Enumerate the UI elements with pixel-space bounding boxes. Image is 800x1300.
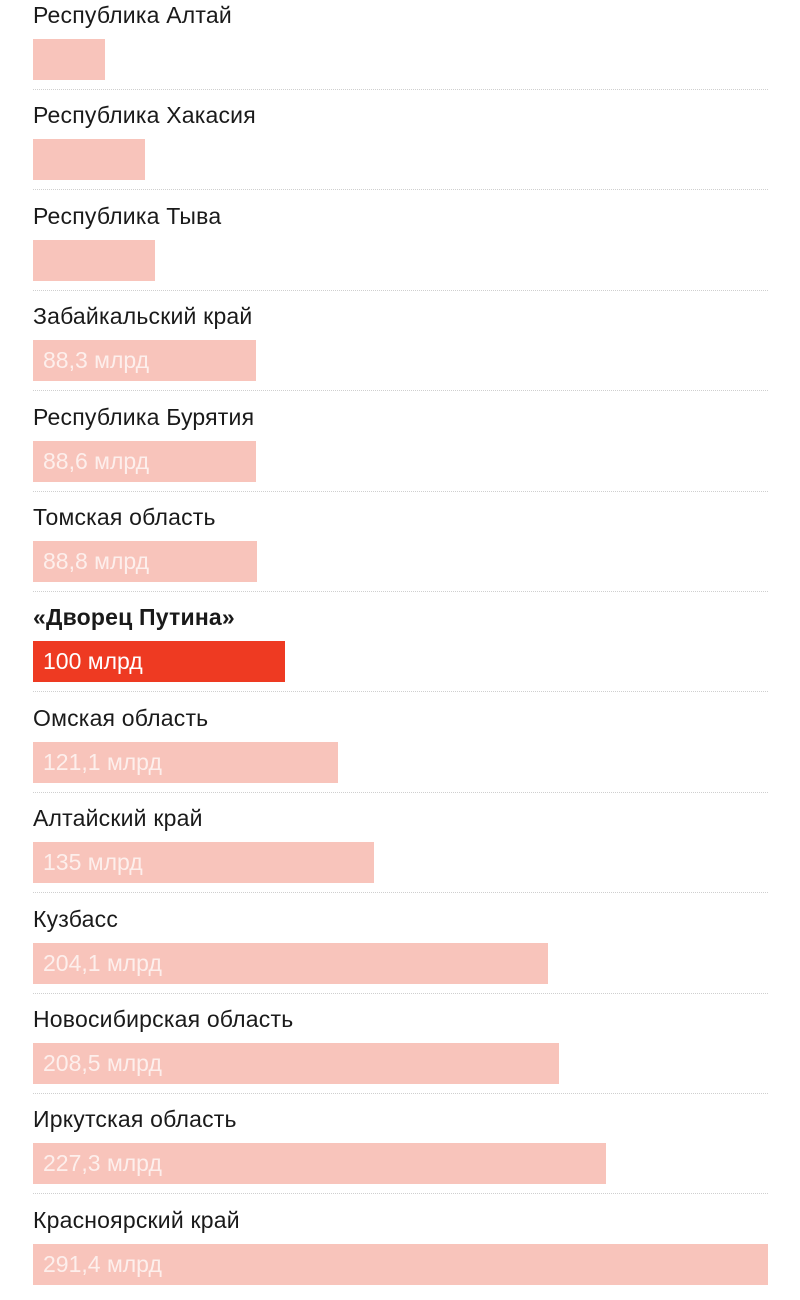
- bar-value-label: 291,4 млрд: [43, 1250, 162, 1277]
- bar: 227,3 млрд: [33, 1143, 606, 1185]
- bar: 135 млрд: [33, 842, 374, 884]
- category-label: Республика Алтай: [33, 2, 232, 28]
- bar-value-label: 208,5 млрд: [43, 1050, 162, 1076]
- category-label: Красноярский край: [33, 1206, 240, 1233]
- chart-row: Республика Хакасия: [33, 94, 768, 194]
- category-label: Новосибирская область: [33, 1006, 294, 1032]
- bar: 121,1 млрд: [33, 741, 338, 783]
- bar-value-label: 88,8 млрд: [43, 548, 150, 574]
- bar-value-label: 88,3 млрд: [43, 347, 150, 374]
- chart-row: Томская область 88,8 млрд: [33, 496, 768, 596]
- category-label: Кузбасс: [33, 905, 119, 932]
- category-label: Республика Тыва: [33, 202, 222, 229]
- bar-value-label: 100 млрд: [43, 648, 143, 675]
- category-label: «Дворец Путина»: [33, 604, 235, 631]
- chart-row: Красноярский край 291,4 млрд: [33, 1199, 768, 1299]
- category-label: Республика Хакасия: [33, 102, 256, 129]
- chart-row: Республика Тыва: [33, 195, 768, 295]
- bar-value-label: 121,1 млрд: [43, 748, 162, 775]
- category-label: Республика Бурятия: [33, 403, 255, 430]
- category-label: Забайкальский край: [33, 303, 253, 330]
- bar: 88,6 млрд: [33, 440, 256, 482]
- bar-value-label: 135 млрд: [43, 849, 143, 876]
- row-divider: [33, 189, 768, 191]
- bar: 208,5 млрд: [33, 1043, 559, 1084]
- row-divider: [33, 1193, 768, 1195]
- row-divider: [33, 892, 768, 894]
- category-label: Алтайский край: [33, 805, 203, 832]
- row-divider: [33, 390, 768, 392]
- bar: 204,1 млрд: [33, 942, 548, 984]
- chart-row: «Дворец Путина» 100 млрд: [33, 596, 768, 696]
- chart-row: Омская область 121,1 млрд: [33, 697, 768, 797]
- category-label: Томская область: [33, 504, 216, 530]
- bar-value-label: 204,1 млрд: [43, 949, 162, 976]
- row-divider: [33, 289, 768, 291]
- row-divider: [33, 490, 768, 492]
- chart-row: Республика Бурятия 88,6 млрд: [33, 396, 768, 496]
- bar: 291,4 млрд: [33, 1243, 768, 1285]
- bar-value-label: 227,3 млрд: [43, 1150, 162, 1177]
- row-divider: [33, 992, 768, 994]
- row-divider: [33, 791, 768, 793]
- highlight-bar: 100 млрд: [33, 641, 285, 683]
- row-divider: [33, 1093, 768, 1094]
- bar: 88,3 млрд: [33, 340, 256, 382]
- chart-row: Новосибирская область 208,5 млрд: [33, 998, 768, 1098]
- chart-row: Алтайский край 135 млрд: [33, 797, 768, 897]
- chart-row: Кузбасс 204,1 млрд: [33, 898, 768, 998]
- category-label: Иркутская область: [33, 1106, 237, 1133]
- row-divider: [33, 691, 768, 693]
- category-label: Омская область: [33, 704, 209, 731]
- bar: [33, 239, 155, 281]
- row-divider: [33, 591, 768, 592]
- bar-value-label: 88,6 млрд: [43, 447, 150, 474]
- bar: [33, 139, 145, 181]
- chart-row: Иркутская область 227,3 млрд: [33, 1098, 768, 1198]
- bar: 88,8 млрд: [33, 541, 257, 582]
- chart-row: Республика Алтай: [33, 0, 768, 94]
- chart-row: Забайкальский край 88,3 млрд: [33, 295, 768, 395]
- bar: [33, 39, 105, 80]
- row-divider: [33, 89, 768, 90]
